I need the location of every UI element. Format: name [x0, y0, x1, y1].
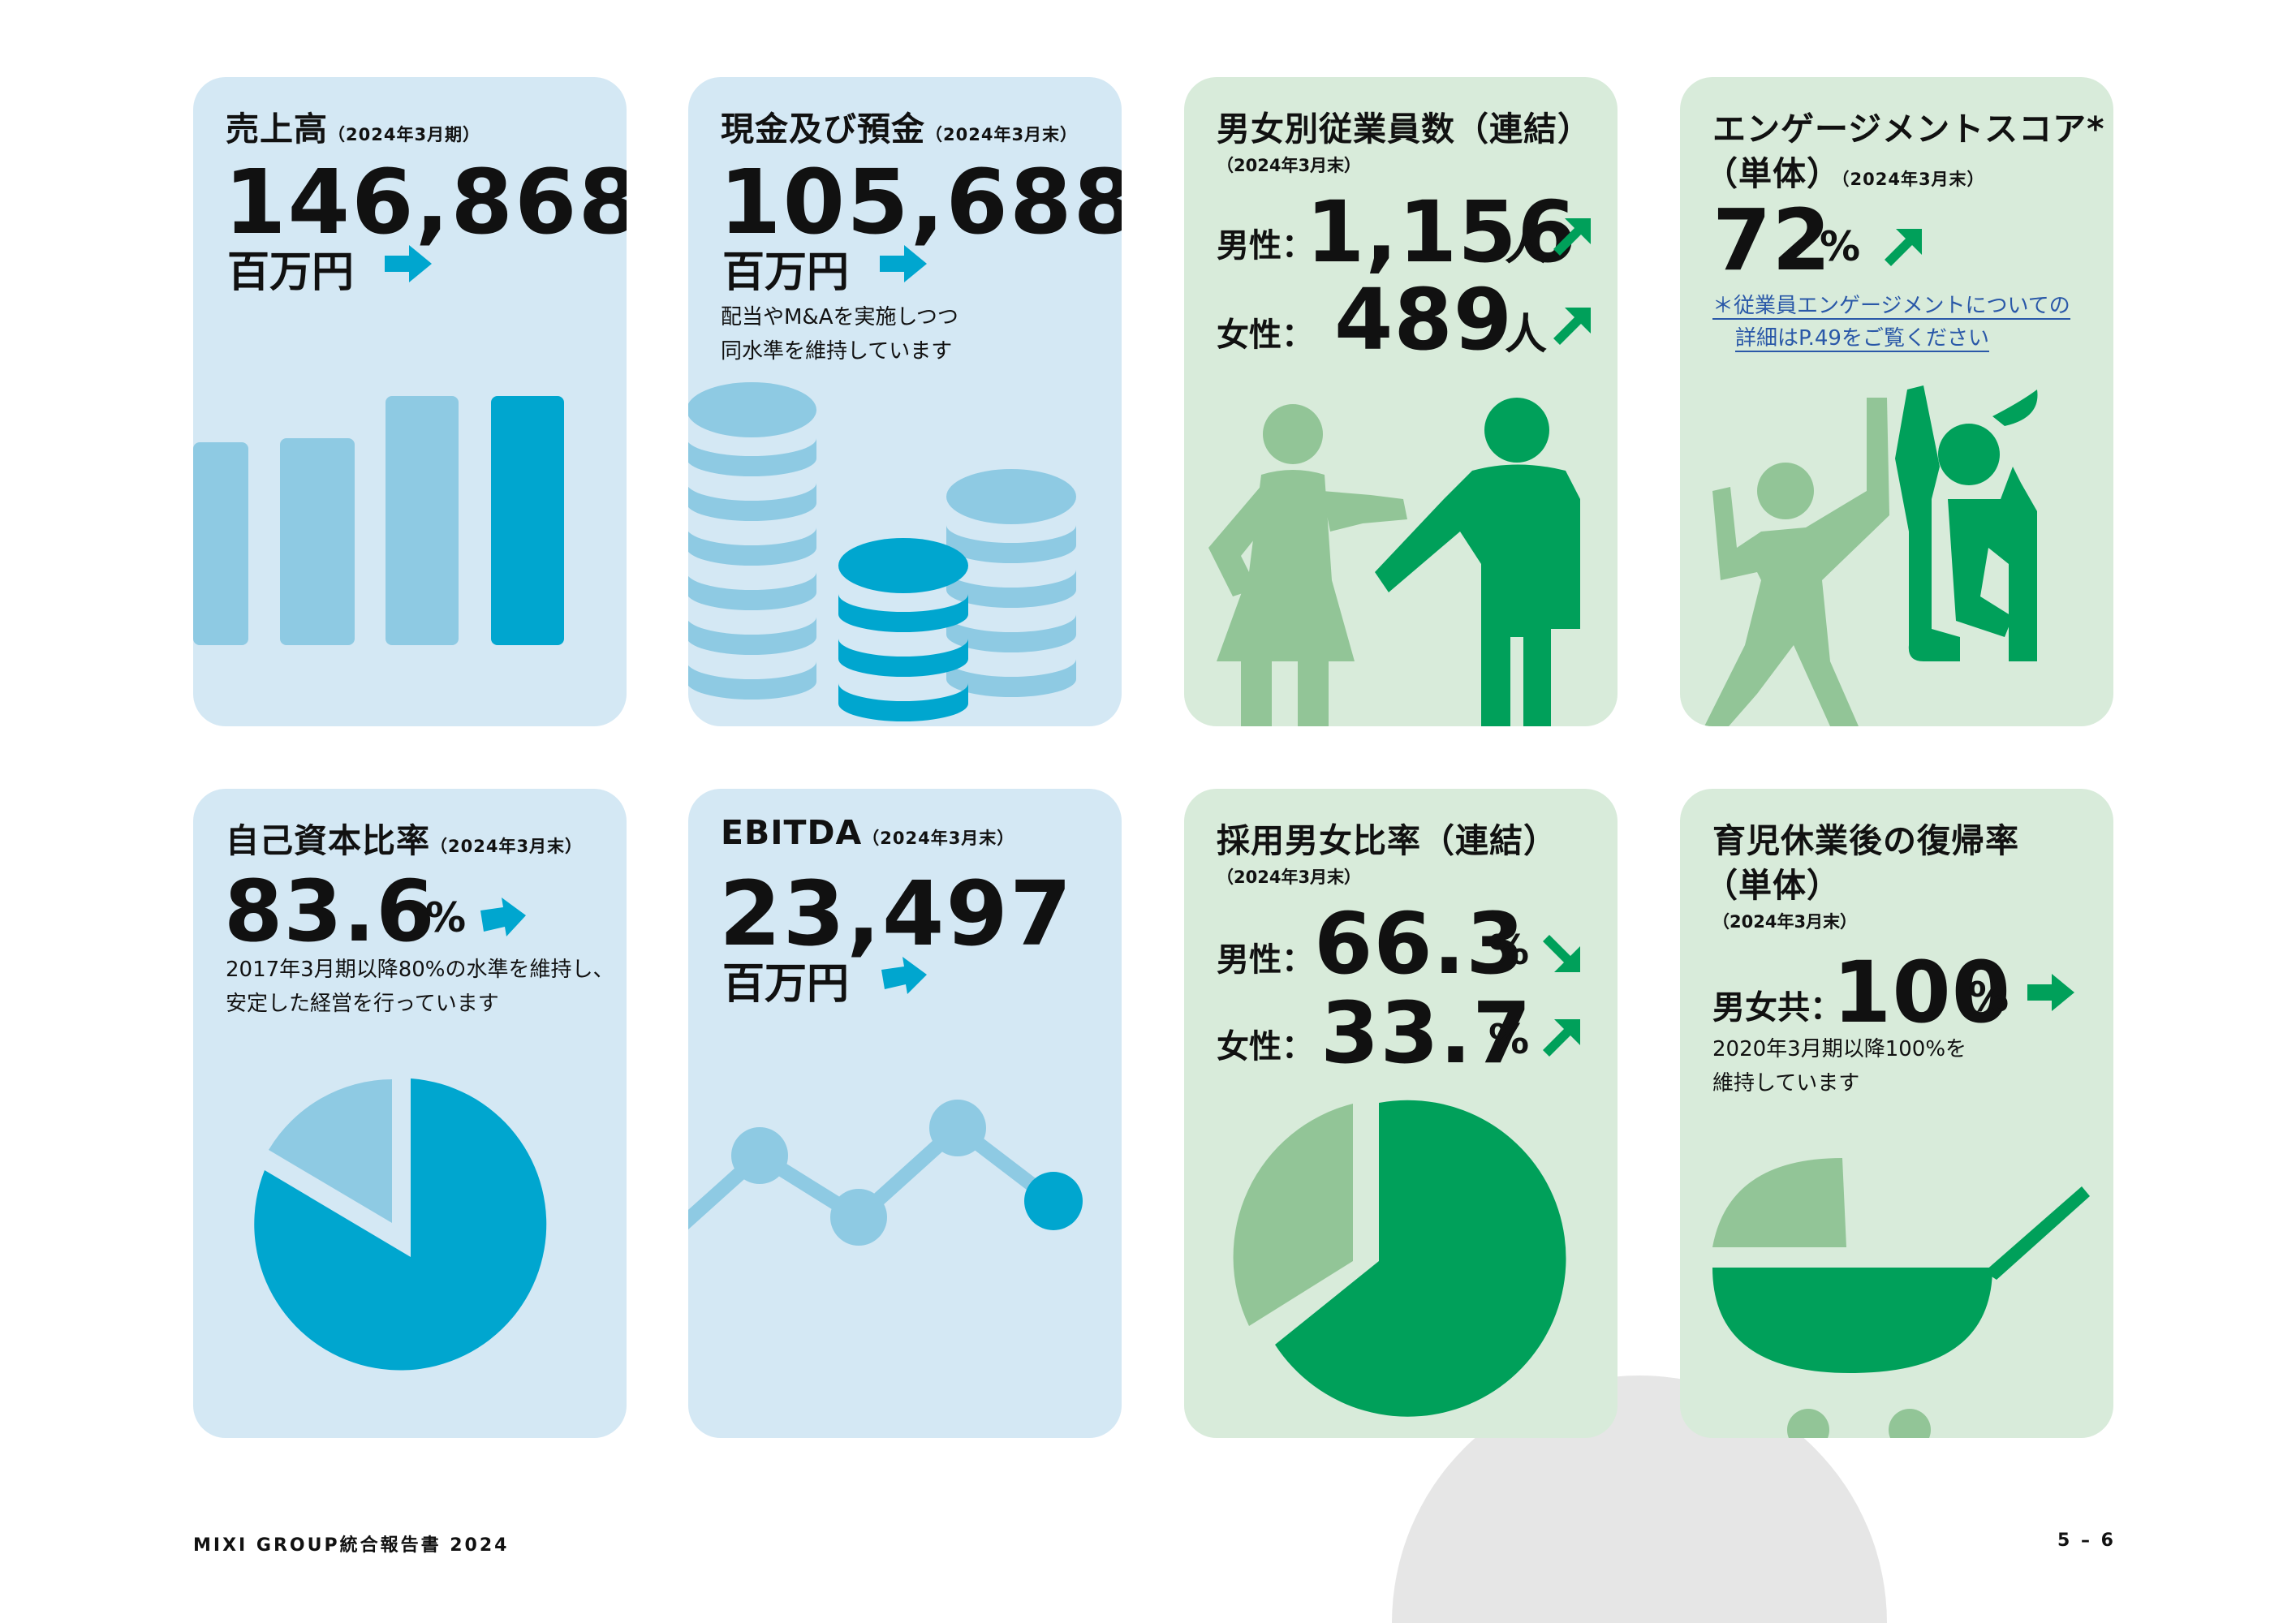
card-title: 自己資本比率（2024年3月末）	[226, 821, 584, 860]
pie-slice-minor	[269, 1079, 392, 1223]
card-title-line1: 育児休業後の復帰率	[1712, 821, 2019, 860]
stroller-hood	[1712, 1158, 1846, 1247]
female-value: 33.7	[1320, 984, 1532, 1083]
equity-ratio-card: 自己資本比率（2024年3月末） 83.6 % 2017年3月期以降80%の水準…	[193, 789, 627, 1438]
up-right-arrow-icon	[1553, 308, 1591, 345]
male-unit: %	[1488, 927, 1530, 974]
employees-card: 男女別従業員数（連結） （2024年3月末） 男性： 1,156 人 女性： 4…	[1184, 77, 1618, 726]
bar-chart-illustration	[193, 396, 564, 645]
right-arrow-icon	[480, 898, 526, 936]
card-title-line2: （単体）	[1704, 866, 1841, 905]
both-genders-label: 男女共：	[1712, 989, 1842, 1027]
card-title-line1: エンゲージメントスコア*	[1712, 110, 2105, 149]
line-point-2	[830, 1189, 887, 1246]
female-label: 女性：	[1217, 316, 1314, 354]
card-title: 売上高（2024年3月期）	[226, 110, 481, 149]
sales-unit: 百万円	[227, 248, 355, 297]
cash-note: 配当やM&Aを実施しつつ 同水準を維持しています	[721, 305, 958, 364]
card-title: 現金及び預金（2024年3月末）	[721, 110, 1079, 149]
right-arrow-icon	[385, 245, 432, 282]
female-unit: %	[1488, 1016, 1530, 1063]
female-unit: 人	[1505, 311, 1548, 359]
right-arrow-icon	[881, 957, 927, 994]
male-unit: 人	[1505, 222, 1548, 270]
line-point-3	[929, 1100, 986, 1156]
pie-slice-male	[1275, 1100, 1566, 1417]
people-illustration	[1208, 398, 1580, 726]
female-label: 女性：	[1217, 1028, 1314, 1065]
card-title: 採用男女比率（連結）	[1217, 821, 1557, 860]
up-right-arrow-icon	[1553, 218, 1591, 256]
right-arrow-icon	[2027, 974, 2074, 1011]
childcare-note: 2020年3月期以降100%を 維持しています	[1712, 1037, 1967, 1096]
up-right-arrow-icon	[1885, 229, 1922, 266]
coin-stacks-illustration	[688, 382, 1076, 721]
engagement-card: エンゲージメントスコア* （単体）（2024年3月末） 72 % ＊従業員エンゲ…	[1680, 77, 2113, 726]
up-right-arrow-icon	[1543, 1019, 1580, 1057]
equity-value: 83.6	[224, 862, 436, 961]
pie-slice-female	[1233, 1104, 1353, 1326]
bar-3	[386, 396, 459, 645]
page-number: 5 – 6	[2057, 1530, 2116, 1551]
engagement-unit: %	[1820, 223, 1861, 270]
ebitda-card: EBITDA（2024年3月末） 23,497 百万円	[688, 789, 1122, 1438]
male-label: 男性：	[1217, 227, 1314, 265]
male-value: 66.3	[1314, 894, 1526, 993]
card-title: EBITDA（2024年3月末）	[721, 813, 1015, 852]
card-title-line2: （単体）（2024年3月末）	[1704, 154, 1985, 193]
ebitda-value: 23,497	[719, 862, 1074, 966]
right-arrow-icon	[880, 245, 927, 282]
report-title-footer: MIXI GROUP統合報告書 2024	[193, 1535, 510, 1556]
female-value: 489	[1334, 270, 1514, 369]
cash-unit: 百万円	[722, 248, 850, 297]
equity-unit: %	[425, 894, 467, 941]
line-chart-illustration	[688, 1100, 1083, 1246]
bar-4	[491, 396, 564, 645]
card-title: 男女別従業員数（連結）	[1217, 110, 1592, 149]
pie-chart-illustration	[254, 1078, 547, 1371]
sales-value: 146,868	[224, 150, 627, 254]
cash-card: 現金及び預金（2024年3月末） 105,688 百万円 配当やM&Aを実施しつ…	[688, 77, 1122, 726]
stroller-handle	[1984, 1186, 2090, 1280]
bar-2	[280, 438, 355, 645]
hiring-ratio-card: 採用男女比率（連結） （2024年3月末） 男性： 66.3 % 女性： 33.…	[1184, 789, 1618, 1438]
childcare-return-card: 育児休業後の復帰率 （単体） （2024年3月末） 男女共： 100 % 202…	[1680, 789, 2113, 1438]
line-point-4	[1024, 1172, 1083, 1230]
jumping-people-illustration	[1704, 385, 2038, 726]
down-right-arrow-icon	[1543, 935, 1580, 972]
childcare-unit: %	[1968, 974, 2010, 1021]
period-label: （2024年3月末）	[1217, 867, 1362, 887]
period-label: （2024年3月末）	[1712, 912, 1858, 932]
pie-slice-major	[254, 1078, 547, 1371]
cash-value: 105,688	[719, 150, 1122, 254]
male-label: 男性：	[1217, 941, 1314, 979]
line-point-1	[731, 1127, 788, 1184]
engagement-value: 72	[1712, 191, 1832, 290]
childcare-value: 100	[1833, 943, 2012, 1042]
ebitda-unit: 百万円	[722, 960, 850, 1009]
male-value: 1,156	[1306, 183, 1577, 282]
bar-1	[193, 442, 248, 645]
stroller-body	[1712, 1268, 1992, 1373]
hiring-pie-illustration	[1233, 1100, 1566, 1417]
stroller-illustration	[1712, 1158, 2090, 1438]
sales-card: 売上高（2024年3月期） 146,868 百万円	[193, 77, 627, 726]
equity-note: 2017年3月期以降80%の水準を維持し、 安定した経営を行っています	[226, 958, 614, 1016]
engagement-details-link[interactable]: ＊従業員エンゲージメントについての 詳細はP.49をご覧ください	[1712, 294, 2070, 352]
period-label: （2024年3月末）	[1217, 156, 1362, 175]
